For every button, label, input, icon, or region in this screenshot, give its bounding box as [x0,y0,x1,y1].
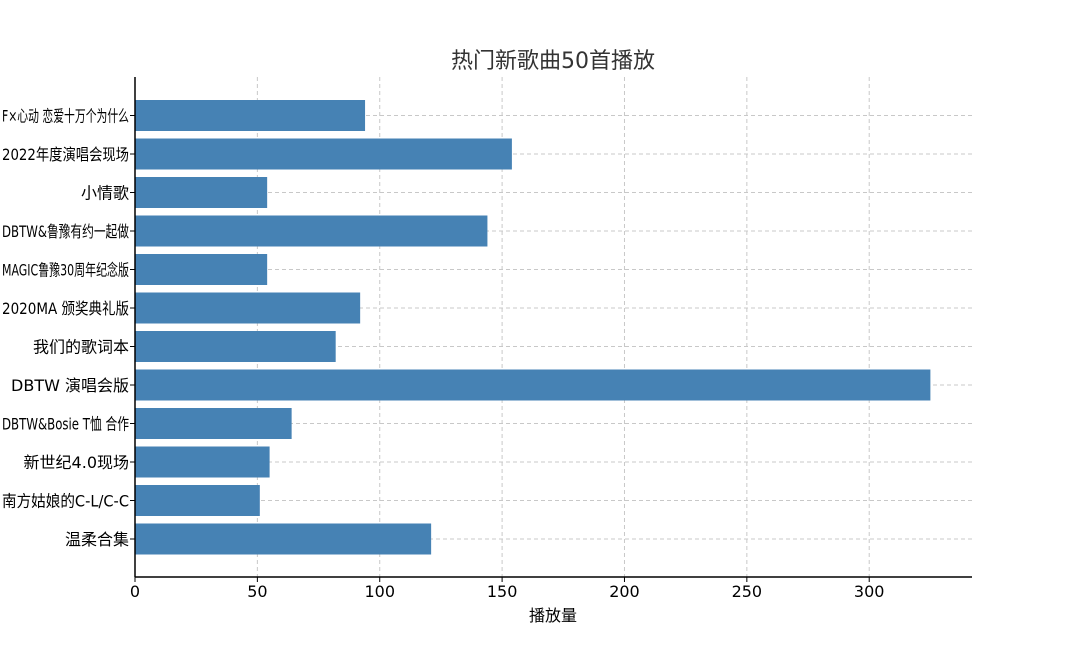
x-tick-label: 100 [364,582,395,601]
bar [135,408,292,439]
bar [135,485,260,516]
bar [135,331,336,362]
y-tick-label: 小情歌 [81,184,129,203]
bars-layer [135,100,931,555]
bar [135,292,361,324]
y-tick-label: DBTW 演唱会版 [11,376,129,395]
x-tick-label: 0 [130,582,140,601]
chart-title: 热门新歌曲50首播放 [451,49,655,74]
bar [135,446,270,478]
y-tick-label: DBTW&鲁豫有约一起做 [2,222,129,241]
x-tick-labels: 0 50 100 150 200 250 300 [130,577,885,601]
x-axis-label: 播放量 [529,606,577,625]
y-tick-label: DBTW&Bosie T恤 合作 [2,415,129,434]
bar [135,369,931,401]
bar [135,523,432,555]
bar [135,177,268,208]
x-tick-label: 250 [732,582,763,601]
bar [135,100,366,131]
bar [135,138,512,170]
y-tick-label: 2020MA 颁奖典礼版 [2,299,129,318]
bar [135,254,268,285]
x-tick-label: 300 [854,582,885,601]
x-tick-label: 200 [609,582,640,601]
y-tick-label: F×心动 恋爱十万个为什么 [2,107,129,126]
y-tick-label: 2022年度演唱会现场 [2,145,129,164]
y-tick-label: 南方姑娘的C-L/C-C [2,492,129,511]
y-tick-label: 我们的歌词本 [33,338,129,357]
x-tick-label: 50 [247,582,267,601]
y-tick-label: 温柔合集 [65,530,129,549]
x-tick-label: 150 [487,582,518,601]
y-tick-label: 新世纪4.0现场 [24,453,129,472]
y-tick-label: MAGIC鲁豫30周年纪念版 [2,261,129,280]
bar [135,215,488,247]
